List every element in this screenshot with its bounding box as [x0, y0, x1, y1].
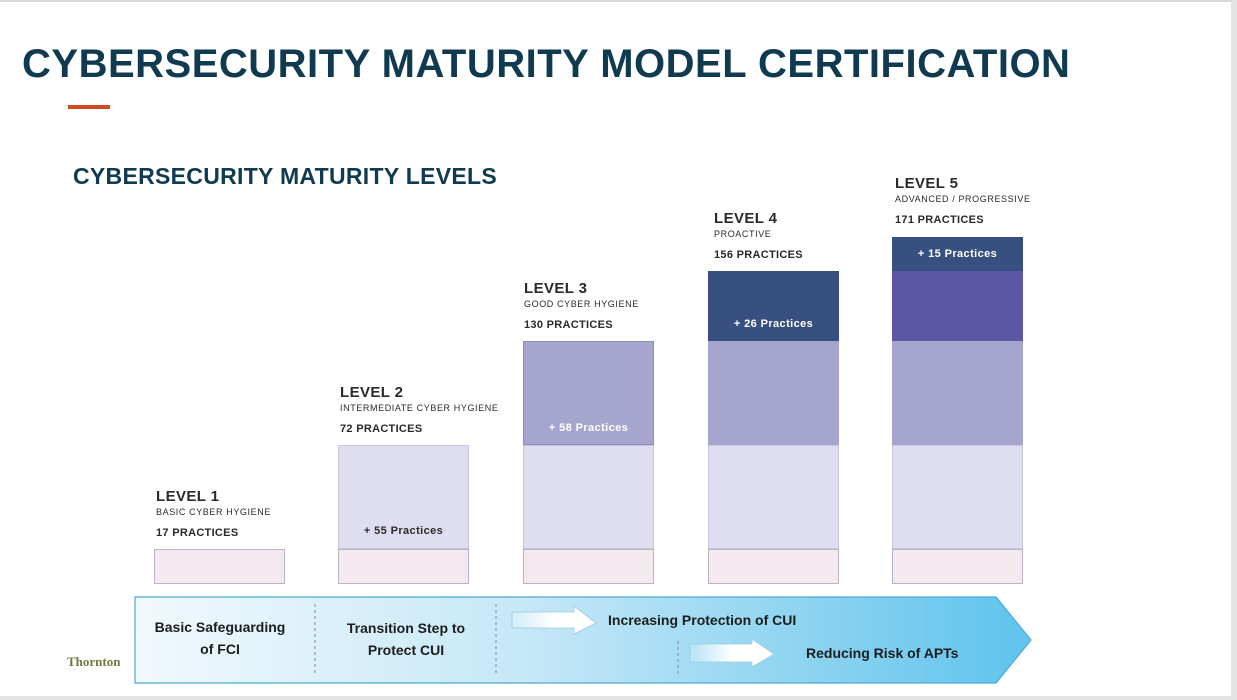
- slide-title: CYBERSECURITY MATURITY MODEL CERTIFICATI…: [22, 42, 1071, 86]
- level-3-level2-block: [523, 445, 654, 549]
- company-logo: Thornton: [67, 654, 121, 669]
- level-5-added-block: [892, 237, 1023, 271]
- chevron-right-icon: [511, 605, 597, 635]
- level-1-description: BASIC CYBER HYGIENE: [156, 507, 271, 517]
- level-2-column: + 55 Practices: [338, 445, 469, 584]
- slide-top-border: [0, 0, 1237, 2]
- level-5-description: ADVANCED / PROGRESSIVE: [895, 194, 1031, 204]
- level-4-base-block: [708, 549, 839, 584]
- progression-arrow-shape: [134, 596, 1032, 684]
- stage-basic-safeguarding: Basic Safeguarding of FCI: [154, 619, 286, 657]
- level-5-added-label: + 15 Practices: [917, 248, 998, 260]
- level-3-added-label: + 58 Practices: [548, 422, 629, 434]
- title-accent-rule: [68, 105, 110, 109]
- level-1-base-block: [154, 549, 285, 584]
- slide-right-border: [1231, 0, 1237, 700]
- level-5-name: LEVEL 5: [895, 175, 959, 192]
- level-4-name: LEVEL 4: [714, 210, 778, 227]
- level-4-column: + 26 Practices: [708, 271, 839, 584]
- level-5-level4-block: [892, 271, 1023, 341]
- level-3-header: LEVEL 3 GOOD CYBER HYGIENE 130 PRACTICES: [524, 280, 639, 332]
- level-4-description: PROACTIVE: [714, 229, 772, 239]
- arrow-body: [134, 596, 1032, 684]
- level-3-column: + 58 Practices: [523, 341, 654, 584]
- level-4-added-label: + 26 Practices: [733, 318, 814, 330]
- level-2-practices: 72 PRACTICES: [340, 423, 423, 435]
- level-2-added-label: + 55 Practices: [363, 525, 444, 537]
- level-5-practices: 171 PRACTICES: [895, 214, 984, 226]
- level-2-header: LEVEL 2 INTERMEDIATE CYBER HYGIENE 72 PR…: [340, 384, 498, 436]
- level-3-name: LEVEL 3: [524, 280, 588, 297]
- level-5-level3-block: [892, 341, 1023, 445]
- stage-increasing-protection: Increasing Protection of CUI: [608, 612, 797, 628]
- level-2-base-block: [338, 549, 469, 584]
- level-1-header: LEVEL 1 BASIC CYBER HYGIENE 17 PRACTICES: [156, 488, 271, 540]
- level-5-base-block: [892, 549, 1023, 584]
- level-2-description: INTERMEDIATE CYBER HYGIENE: [340, 403, 499, 413]
- level-1-practices: 17 PRACTICES: [156, 527, 239, 539]
- level-5-level2-block: [892, 445, 1023, 549]
- section-subtitle: CYBERSECURITY MATURITY LEVELS: [73, 163, 498, 189]
- level-1-name: LEVEL 1: [156, 488, 220, 505]
- level-4-level3-block: [708, 341, 839, 445]
- level-2-name: LEVEL 2: [340, 384, 404, 401]
- stage-reducing-risk: Reducing Risk of APTs: [806, 645, 959, 661]
- chevron-right-icon: [689, 638, 775, 668]
- level-4-level2-block: [708, 445, 839, 549]
- level-3-base-block: [523, 549, 654, 584]
- level-4-practices: 156 PRACTICES: [714, 249, 803, 261]
- level-5-column: + 15 Practices: [892, 237, 1023, 584]
- level-3-added-block: [523, 341, 654, 445]
- level-4-header: LEVEL 4 PROACTIVE 156 PRACTICES: [714, 210, 803, 262]
- level-1-column: [154, 549, 285, 584]
- stage-transition-step: Transition Step to Protect CUI: [346, 620, 466, 658]
- level-3-practices: 130 PRACTICES: [524, 319, 613, 331]
- level-3-description: GOOD CYBER HYGIENE: [524, 299, 639, 309]
- progression-arrow: Basic Safeguarding of FCI Transition Ste…: [134, 596, 1034, 691]
- level-5-header: LEVEL 5 ADVANCED / PROGRESSIVE 171 PRACT…: [895, 175, 1031, 227]
- slide-bottom-border: [0, 696, 1237, 700]
- level-2-added-block: [338, 445, 469, 549]
- level-4-added-block: [708, 271, 839, 341]
